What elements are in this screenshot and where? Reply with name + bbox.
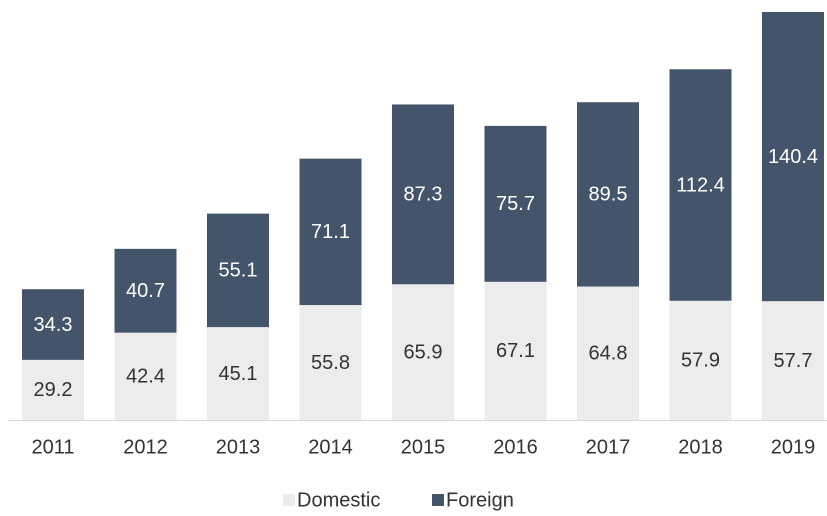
bar-segment [669, 69, 732, 301]
data-label: 112.4 [676, 174, 725, 196]
data-label: 57.9 [681, 350, 720, 372]
data-label: 40.7 [126, 280, 165, 302]
bar-segment [484, 125, 547, 282]
data-label: 71.1 [311, 221, 350, 243]
bar-segment [669, 300, 732, 420]
bar-segment [114, 248, 177, 333]
bar-segment [299, 158, 362, 306]
legend-swatch [283, 494, 295, 506]
data-label: 34.3 [34, 314, 73, 336]
bar-segment [22, 359, 84, 420]
bar-segment [577, 286, 639, 420]
data-label: 57.7 [774, 350, 813, 372]
bar-segment [22, 289, 84, 360]
data-label: 140.4 [768, 146, 818, 168]
x-tick-label: 2011 [31, 436, 74, 458]
x-tick-label: 2017 [586, 436, 631, 458]
bar-segment [207, 213, 269, 328]
data-label: 45.1 [219, 363, 258, 385]
data-label: 65.9 [404, 341, 443, 363]
data-label: 29.2 [34, 379, 73, 401]
data-label: 42.4 [126, 366, 165, 388]
bar-segment [484, 281, 547, 420]
data-label: 64.8 [589, 343, 628, 365]
x-tick-label: 2019 [771, 436, 816, 458]
legend-label: Foreign [446, 489, 514, 511]
legend-swatch [432, 494, 444, 506]
x-tick-label: 2013 [216, 436, 261, 458]
data-label: 67.1 [496, 340, 535, 362]
data-label: 55.8 [311, 352, 350, 374]
data-label: 87.3 [404, 184, 443, 206]
x-tick-label: 2016 [493, 436, 538, 458]
bar-segment [392, 284, 454, 420]
x-tick-label: 2012 [123, 436, 168, 458]
bar-segment [299, 305, 362, 420]
bar-segment [392, 104, 454, 285]
x-tick-label: 2018 [678, 436, 723, 458]
x-tick-label: 2014 [308, 436, 353, 458]
data-label: 55.1 [219, 260, 258, 282]
data-label: 75.7 [496, 193, 535, 215]
bar-segment [577, 102, 639, 287]
bar-segment [207, 327, 269, 420]
data-label: 89.5 [589, 184, 628, 206]
bar-segment [762, 301, 824, 420]
x-tick-label: 2015 [401, 436, 446, 458]
bar-segment [762, 12, 824, 302]
bar-segment [114, 332, 177, 420]
legend-label: Domestic [297, 489, 380, 511]
